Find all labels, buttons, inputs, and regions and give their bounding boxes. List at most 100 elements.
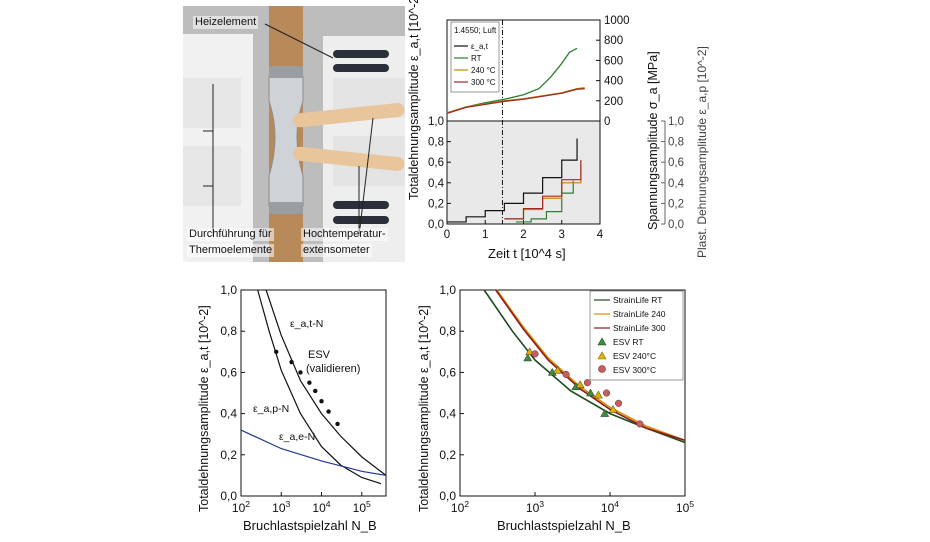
fit-x-tick-label: 105 [676, 499, 694, 515]
time-series-lines [446, 47, 585, 223]
fit-y-tick-label: 0,2 [439, 448, 456, 462]
strain-y-axis-label: Totaldehnungsamplitude ε_a,t [10^-2] [407, 0, 421, 200]
legend-marker-esv-300 [598, 365, 606, 373]
fit-y-tick-label: 1,0 [439, 283, 456, 297]
plastic-strain-axis-label: Plast. Dehnungsamplitude ε_a,p [10^-2] [695, 46, 709, 258]
esv-point [298, 370, 303, 375]
schematic-x-tick-label: 105 [353, 499, 371, 515]
esv-point [313, 388, 318, 394]
legend-label-strainlife-300: StrainLife 300 [613, 323, 666, 333]
point-esv240c [575, 380, 585, 389]
test-setup-illustration [183, 6, 405, 262]
schematic-y-tick-label: 1,0 [220, 283, 237, 297]
plastic-strain-y-tick-label: 0,8 [668, 137, 684, 149]
fit-y-tick-label: 0,8 [439, 324, 456, 338]
time-legend-title: 1.4550; Luft [454, 26, 497, 35]
fit-y-tick-label: 0,4 [439, 407, 456, 421]
feedthrough-label-line1: Durchführung für [187, 228, 274, 241]
plastic-strain-y-tick-label: 0,6 [668, 157, 684, 169]
fit-legend: StrainLife RT StrainLife 240 StrainLife … [589, 290, 684, 381]
schematic-frame [240, 289, 387, 497]
legend-label-rt: RT [471, 54, 482, 63]
strain-y-tick-label: 0,4 [428, 178, 445, 190]
schematic-x-tick-label: 102 [232, 499, 250, 515]
legend-label-strainlife-rt: StrainLife RT [613, 295, 662, 305]
plastic-strain-y-tick-label: 0,0 [668, 219, 684, 231]
curve-apN [257, 289, 382, 485]
time-x-tick-label: 4 [597, 229, 604, 241]
fit-y-axis-label: Totaldehnungsamplitude ε_a,t [10^-2] [417, 305, 431, 512]
esv-point [335, 421, 340, 427]
time-x-tick-label: 3 [559, 229, 565, 241]
legend-label-300: 300 °C [471, 78, 496, 87]
curve-atN [265, 289, 387, 476]
curve-strainlife300 [495, 289, 686, 442]
plastic-strain-y-tick-label: 0,4 [668, 178, 685, 190]
fit-x-axis-label: Bruchlastspielzahl N_B [497, 518, 631, 533]
extensometer-label-line2: extensometer [301, 244, 372, 257]
stress-y-tick-label: 400 [604, 76, 623, 88]
stress-y-tick-label: 200 [604, 96, 623, 108]
strain-y-tick-label: 0,2 [428, 198, 444, 210]
esv-point [307, 380, 312, 385]
strain-line-at [447, 138, 578, 223]
annot-validate: (validieren) [306, 363, 360, 375]
point-esv300c [531, 350, 539, 358]
point-esvrt [600, 409, 610, 417]
legend-label-240: 240 °C [471, 66, 496, 75]
annot-elastic-strain: ε_a,e-N [279, 431, 315, 443]
point-esv300c [562, 370, 570, 379]
point-esv240c [553, 365, 563, 374]
legend-label-esv-300: ESV 300°C [613, 365, 656, 375]
plastic-strain-y-ticks: 0,0 0,2 0,4 0,6 0,8 1,0 [661, 116, 685, 231]
strain-line-300C [504, 160, 582, 220]
stress-y-tick-label: 800 [604, 35, 623, 47]
time-chart: 0 1 2 3 4 0 200 400 600 800 1000 0,0 0,2 0,4 0,6 0,8 1… [407, 0, 709, 261]
point-esv240c [593, 390, 603, 399]
esv-point [326, 409, 331, 414]
stress-y-tick-label: 600 [604, 55, 623, 67]
legend-label-strainlife-240: StrainLife 240 [613, 309, 666, 319]
fit-curves [483, 289, 686, 444]
stress-y-tick-label: 0 [604, 116, 610, 128]
fit-x-tick-label: 102 [451, 499, 469, 515]
fit-chart: 102 103 104 105 0,0 0,2 0,4 0,6 0,8 1,0 StrainLi… [417, 283, 694, 533]
schematic-y-tick-label: 0,2 [220, 448, 237, 462]
schematic-x-axis-label: Bruchlastspielzahl N_B [243, 518, 377, 533]
fit-x-tick-label: 103 [526, 499, 544, 515]
strain-y-tick-label: 0,6 [428, 157, 444, 169]
esv-point [274, 349, 279, 354]
esv-point [319, 399, 324, 404]
fit-x-tick-label: 104 [601, 499, 619, 515]
strain-y-tick-label: 0,8 [428, 137, 444, 149]
schematic-y-axis-label: Totaldehnungsamplitude ε_a,t [10^-2] [197, 305, 211, 512]
schematic-x-tick-label: 103 [272, 499, 290, 515]
fit-x-ticks: 102 103 104 105 [451, 492, 694, 515]
legend-marker-esv-rt [597, 337, 607, 346]
extensometer-label-line1: Hochtemperatur- [301, 228, 388, 241]
point-esv240c [608, 404, 618, 413]
annot-esv: ESV [308, 349, 331, 361]
schematic-y-ticks: 0,0 0,2 0,4 0,6 0,8 1,0 [220, 283, 245, 503]
legend-label-esv-rt: ESV RT [613, 337, 644, 347]
strain-y-ticks: 0,0 0,2 0,4 0,6 0,8 1,0 [428, 116, 451, 231]
strain-y-tick-label: 0,0 [428, 219, 444, 231]
point-esv300c [583, 379, 591, 387]
fit-y-tick-label: 0,0 [439, 489, 456, 503]
schematic-y-tick-label: 0,4 [220, 407, 237, 421]
heater-label: Heizelement [193, 16, 259, 29]
strain-y-tick-label: 1,0 [428, 116, 444, 128]
time-x-axis-label: Zeit t [10^4 s] [488, 246, 566, 261]
esv-point [289, 359, 294, 365]
legend-label-esv-240: ESV 240°C [613, 351, 656, 361]
time-x-tick-label: 2 [520, 229, 526, 241]
annot-total-strain: ε_a,t-N [290, 318, 323, 330]
point-esvrt [586, 388, 595, 397]
fit-frame [459, 289, 686, 497]
point-esv300c [603, 389, 611, 397]
curve-aeN [240, 429, 387, 476]
plastic-strain-y-tick-label: 1,0 [668, 116, 684, 128]
annot-plastic-strain: ε_a,p-N [253, 403, 289, 415]
time-legend-box [450, 21, 500, 93]
